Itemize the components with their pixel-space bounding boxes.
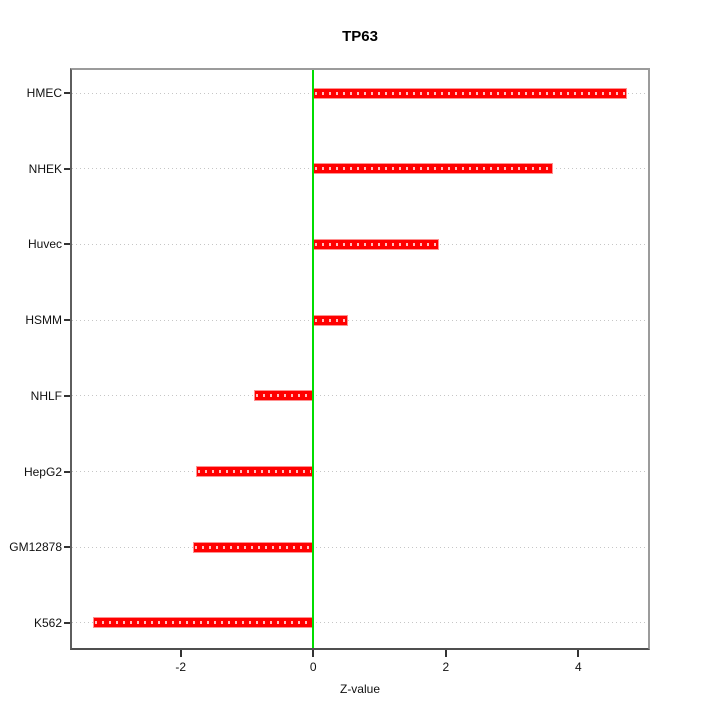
bar-dash-pattern xyxy=(195,545,312,549)
bar-dash-pattern xyxy=(315,318,347,322)
y-tick-label: NHLF xyxy=(30,388,62,403)
bar-dash-pattern xyxy=(197,470,312,474)
bar-dash-pattern xyxy=(95,621,312,625)
bar-nhlf xyxy=(254,390,314,402)
gridline xyxy=(72,471,648,473)
y-tick-label: K562 xyxy=(33,615,62,630)
y-tick-label: HMEC xyxy=(26,86,62,100)
x-axis-tick xyxy=(312,650,315,657)
bar-dash-pattern xyxy=(315,167,552,171)
bar-hepg2 xyxy=(195,466,314,478)
y-axis-tick xyxy=(64,92,71,94)
bar-dash-pattern xyxy=(256,394,312,398)
bar-huvec xyxy=(313,238,439,250)
y-axis-tick xyxy=(64,319,71,322)
bar-gm12878 xyxy=(193,541,314,553)
y-tick-label: GM12878 xyxy=(9,540,62,555)
bar-hsmm xyxy=(313,314,349,326)
x-tick-label: 2 xyxy=(442,660,450,674)
y-axis-tick xyxy=(64,394,71,397)
y-axis-tick xyxy=(64,546,71,549)
x-tick-label: 0 xyxy=(309,660,317,674)
x-tick-label: 4 xyxy=(575,660,582,674)
y-axis-tick xyxy=(64,243,71,246)
bar-hmec xyxy=(313,87,628,99)
x-axis-title: Z-value xyxy=(339,682,380,696)
gridline xyxy=(72,546,648,548)
y-axis-tick xyxy=(64,621,71,624)
x-tick-label: -2 xyxy=(175,660,187,674)
y-tick-label: Huvec xyxy=(27,237,62,252)
y-tick-label: HepG2 xyxy=(23,464,62,479)
bar-dash-pattern xyxy=(315,91,626,95)
zero-line xyxy=(312,70,315,648)
bar-k562 xyxy=(93,617,314,629)
y-tick-label: NHEK xyxy=(28,161,62,176)
x-axis-tick xyxy=(444,650,447,657)
bar-nhek xyxy=(313,163,554,175)
gridline xyxy=(72,319,648,321)
x-axis-tick xyxy=(179,650,182,657)
y-axis-tick xyxy=(64,470,71,473)
plot-area xyxy=(72,70,648,648)
chart-title: TP63 xyxy=(342,28,378,45)
bar-dash-pattern xyxy=(315,242,437,246)
y-tick-label: HSMM xyxy=(25,313,62,328)
y-axis-tick xyxy=(64,167,71,170)
gridline xyxy=(72,622,648,624)
gridline xyxy=(72,395,648,397)
x-axis-tick xyxy=(577,650,580,657)
